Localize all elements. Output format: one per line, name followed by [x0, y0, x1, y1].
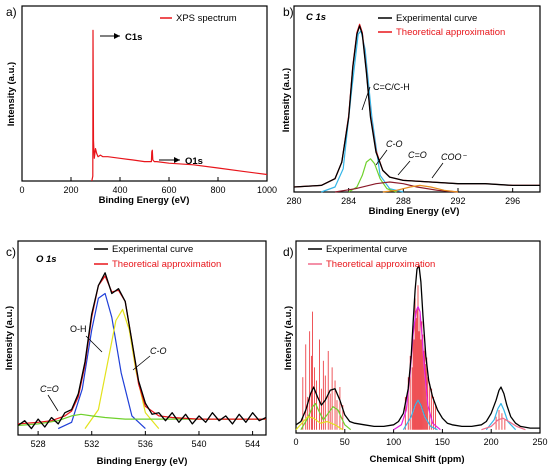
- panel-a-frame: [21, 5, 268, 182]
- panel-b-anno-cdo-line: [397, 160, 411, 176]
- xtick-label-1: 50: [340, 437, 350, 447]
- series-line-pink-component: [481, 417, 526, 431]
- panel-d-xticks: 0 50 100 150 200 250: [293, 429, 548, 447]
- series-line-xps-spectrum: [91, 29, 268, 182]
- series-line-yellow-component: [295, 416, 344, 431]
- panel-d: d) 0 50 100 150 200 250 Chemical Shift (ppm) …: [283, 240, 548, 465]
- panel-d-label: d): [283, 245, 294, 259]
- panel-c-anno-oh: O-H: [70, 324, 87, 334]
- series-line-experimental-curve: [17, 272, 267, 430]
- panel-d-legend-theo: Theoretical approximation: [326, 259, 435, 270]
- xtick-label-5: 1000: [257, 185, 277, 195]
- xtick-label-0: 280: [286, 196, 301, 206]
- panel-c-anno-cdo: C=O: [40, 384, 59, 394]
- series-line-c-o: [334, 181, 459, 193]
- panel-b-ylabel: Intensity (a.u.): [281, 68, 292, 132]
- series-line-c-o: [17, 413, 266, 427]
- panel-b-legend-exp: Experimental curve: [396, 13, 477, 24]
- panel-c: c) O 1s 528 532 536 540 544 Binding Energy (…: [4, 240, 267, 467]
- series-line-magenta-component: [393, 306, 441, 431]
- o1s-annotation: O1s: [185, 156, 203, 167]
- panel-b-anno-cdo: C=O: [408, 150, 427, 160]
- xtick-label-3: 292: [450, 196, 465, 206]
- panel-b-title: C 1s: [306, 12, 326, 23]
- xtick-label-4: 800: [210, 185, 225, 195]
- c1s-arrowhead: [114, 33, 120, 39]
- panel-b-xticks: 280 284 288 292 296: [286, 188, 520, 206]
- xtick-label-0: 528: [31, 439, 46, 449]
- xtick-label-1: 200: [63, 185, 78, 195]
- panel-d-frame: [295, 240, 541, 434]
- series-line-c-o: [84, 308, 160, 429]
- xtick-label-4: 296: [505, 196, 520, 206]
- panel-d-legend-exp: Experimental curve: [326, 244, 407, 255]
- series-line-experimental-curve: [295, 264, 540, 429]
- panel-b-anno-ccch: C=C/C-H: [373, 82, 410, 92]
- panel-c-label: c): [6, 245, 16, 259]
- series-line-o-h: [57, 292, 146, 430]
- panel-b-anno-coo-line: [431, 162, 444, 179]
- xtick-label-3: 150: [435, 437, 450, 447]
- series-line-green-component: [300, 402, 352, 431]
- panel-c-ylabel: Intensity (a.u.): [4, 306, 15, 370]
- panel-a-xticks: 0 200 400 600 800 1000: [19, 177, 277, 195]
- panel-b-series: [293, 23, 540, 193]
- panel-b-xlabel: Binding Energy (eV): [369, 206, 460, 217]
- panel-b-legend-theo: Theoretical approximation: [396, 27, 505, 38]
- xtick-label-5: 250: [532, 437, 547, 447]
- xtick-label-2: 536: [138, 439, 153, 449]
- panel-c-title: O 1s: [36, 254, 57, 265]
- series-line-cyan-component: [402, 399, 438, 431]
- panel-b: b) C 1s 280 284 288 292 296 Binding Energy (…: [281, 5, 541, 217]
- panel-b-anno-co: C-O: [386, 139, 403, 149]
- o1s-arrowhead: [174, 157, 180, 163]
- panel-d-series: [295, 264, 540, 431]
- xtick-label-4: 200: [484, 437, 499, 447]
- panel-c-legend-exp: Experimental curve: [112, 244, 193, 255]
- series-line-experimental-curve: [293, 25, 540, 188]
- xtick-label-1: 284: [341, 196, 356, 206]
- panel-c-anno-cdo-line: [47, 394, 59, 412]
- xtick-label-4: 544: [245, 439, 260, 449]
- series-line-c-o: [348, 158, 397, 193]
- xtick-label-2: 400: [112, 185, 127, 195]
- panel-c-legend-theo: Theoretical approximation: [112, 259, 221, 270]
- xtick-label-0: 0: [293, 437, 298, 447]
- panel-c-anno-co: C-O: [150, 346, 167, 356]
- panel-d-xlabel: Chemical Shift (ppm): [369, 454, 464, 465]
- series-line-coo-: [382, 184, 459, 193]
- panel-c-anno-co-line: [132, 355, 151, 371]
- panel-a-xlabel: Binding Energy (eV): [99, 195, 190, 206]
- panel-a-series: [91, 29, 268, 182]
- panel-c-series: [17, 272, 267, 430]
- panel-a-legend-label: XPS spectrum: [176, 13, 237, 24]
- panel-b-frame: [293, 5, 541, 193]
- panel-a-ylabel: Intensity (a.u.): [6, 62, 17, 126]
- panel-a-label: a): [6, 5, 17, 19]
- series-line-c-c-c-h: [321, 30, 404, 193]
- series-line-theoretical-approximation: [293, 23, 540, 188]
- panel-c-anno-oh-line: [85, 335, 103, 353]
- panel-b-anno-ccch-line: [361, 86, 371, 111]
- series-line-theoretical-approximation: [17, 275, 266, 425]
- xtick-label-2: 100: [386, 437, 401, 447]
- panel-d-ylabel: Intensity (a.u.): [283, 306, 294, 370]
- panel-a: a) 0 200 400 600 800 1000 Binding Energy (eV)…: [6, 5, 277, 206]
- xtick-label-2: 288: [396, 196, 411, 206]
- panel-b-anno-co-line: [375, 149, 388, 166]
- panel-c-frame: [17, 240, 267, 436]
- panel-b-label: b): [283, 5, 294, 19]
- panel-b-anno-coo: COO⁻: [441, 152, 468, 162]
- xtick-label-3: 600: [161, 185, 176, 195]
- xtick-label-1: 532: [84, 439, 99, 449]
- xtick-label-3: 540: [191, 439, 206, 449]
- xtick-label-0: 0: [19, 185, 24, 195]
- c1s-annotation: C1s: [125, 32, 142, 43]
- panel-c-xticks: 528 532 536 540 544: [31, 431, 260, 449]
- panel-c-xlabel: Binding Energy (eV): [97, 456, 188, 467]
